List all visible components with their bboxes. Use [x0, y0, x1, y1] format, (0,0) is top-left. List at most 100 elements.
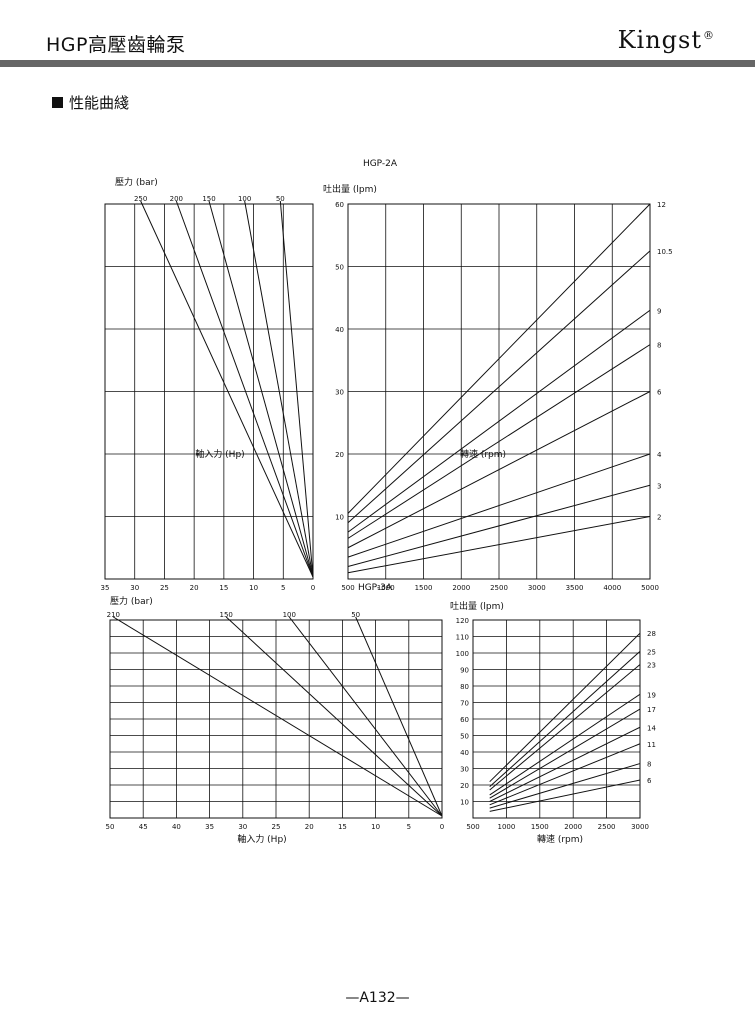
speed-tick-label: 3000 [631, 823, 649, 831]
pressure-line-100 [288, 616, 443, 817]
displacement-label: 10.5 [657, 248, 673, 256]
displacement-line-8 [489, 763, 641, 809]
power-axis-label: 軸入力 (Hp) [195, 448, 244, 460]
displacement-line-23 [489, 664, 641, 791]
pressure-line-250 [140, 200, 314, 578]
flow-tick-label: 80 [460, 683, 469, 691]
flow-tick-label: 30 [335, 389, 344, 397]
flow-tick-label: 60 [460, 716, 469, 724]
displacement-label: 8 [657, 342, 661, 350]
power-tick-label: 35 [101, 584, 110, 592]
power-tick-label: 45 [139, 823, 148, 831]
power-tick-label: 15 [219, 584, 228, 592]
power-tick-label: 10 [371, 823, 380, 831]
displacement-label: 9 [657, 307, 661, 315]
power-tick-label: 25 [272, 823, 281, 831]
flow-tick-label: 120 [456, 617, 469, 625]
speed-tick-label: 1000 [497, 823, 515, 831]
speed-tick-label: 1500 [531, 823, 549, 831]
bullet-square-icon [52, 97, 63, 108]
displacement-label: 8 [647, 761, 651, 769]
section-heading: 性能曲綫 [52, 92, 129, 113]
displacement-line-4 [347, 453, 651, 558]
power-tick-label: 20 [190, 584, 199, 592]
flow-axis-label: 吐出量 (lpm) [450, 600, 504, 612]
displacement-label: 28 [647, 630, 656, 638]
displacement-label: 19 [647, 691, 656, 699]
pressure-line-50 [355, 616, 443, 817]
speed-tick-label: 500 [341, 584, 354, 592]
speed-tick-label: 2000 [452, 584, 470, 592]
pressure-tick-label: 200 [170, 195, 183, 203]
pressure-tick-label: 50 [276, 195, 285, 203]
flow-tick-label: 20 [460, 782, 469, 790]
displacement-label: 6 [647, 777, 652, 785]
brand-name: Kingst [617, 26, 702, 54]
pressure-tick-label: 100 [238, 195, 251, 203]
power-tick-label: 25 [160, 584, 169, 592]
displacement-label: 14 [647, 724, 656, 732]
power-axis-label: 軸入力 (Hp) [237, 833, 286, 845]
pressure-line-150 [225, 616, 443, 817]
pressure-tick-label: 210 [107, 611, 120, 619]
flow-tick-label: 10 [460, 799, 469, 807]
flow-tick-label: 70 [460, 700, 469, 708]
flow-tick-label: 60 [335, 201, 344, 209]
speed-axis-label: 轉速 (rpm) [537, 833, 583, 845]
header-rule [0, 60, 755, 67]
power-tick-label: 50 [106, 823, 115, 831]
displacement-line-14 [489, 726, 641, 802]
pressure-tick-label: 50 [351, 611, 360, 619]
flow-tick-label: 40 [335, 326, 344, 334]
power-tick-label: 35 [205, 823, 214, 831]
speed-tick-label: 3500 [566, 584, 584, 592]
section-title: 性能曲綫 [69, 94, 130, 112]
displacement-label: 3 [657, 482, 661, 490]
displacement-line-25 [489, 650, 641, 788]
speed-tick-label: 2500 [598, 823, 616, 831]
displacement-label: 25 [647, 648, 656, 656]
flow-tick-label: 20 [335, 451, 344, 459]
displacement-line-2 [347, 516, 651, 574]
pressure-tick-label: 250 [134, 195, 147, 203]
power-tick-label: 0 [311, 584, 315, 592]
flow-tick-label: 50 [335, 264, 344, 272]
displacement-line-11 [489, 743, 641, 806]
pressure-axis-label: 壓力 (bar) [110, 595, 153, 607]
pressure-tick-label: 100 [283, 611, 296, 619]
pressure-line-210 [113, 616, 443, 817]
speed-tick-label: 2500 [490, 584, 508, 592]
displacement-line-10.5 [347, 250, 651, 524]
speed-tick-label: 4000 [603, 584, 621, 592]
power-tick-label: 5 [407, 823, 411, 831]
displacement-line-28 [489, 632, 641, 783]
displacement-label: 23 [647, 662, 656, 670]
speed-tick-label: 500 [466, 823, 479, 831]
pressure-line-150 [208, 200, 314, 578]
power-tick-label: 30 [238, 823, 247, 831]
displacement-line-17 [489, 708, 641, 799]
flow-tick-label: 90 [460, 667, 469, 675]
speed-tick-label: 1500 [415, 584, 433, 592]
speed-tick-label: 2000 [564, 823, 582, 831]
registered-mark: ® [703, 29, 715, 42]
displacement-line-6 [347, 391, 651, 549]
power-tick-label: 20 [305, 823, 314, 831]
power-tick-label: 30 [130, 584, 139, 592]
pressure-line-100 [244, 200, 314, 578]
flow-axis-label: 吐出量 (lpm) [323, 183, 377, 195]
speed-tick-label: 1000 [377, 584, 395, 592]
power-tick-label: 10 [249, 584, 258, 592]
displacement-line-9 [347, 309, 651, 533]
displacement-label: 12 [657, 201, 666, 209]
speed-tick-label: 3000 [528, 584, 546, 592]
displacement-label: 17 [647, 706, 656, 714]
displacement-label: 6 [657, 389, 662, 397]
displacement-label: 2 [657, 514, 661, 522]
displacement-line-8 [347, 344, 651, 539]
flow-tick-label: 50 [460, 733, 469, 741]
speed-axis-label: 轉速 (rpm) [460, 448, 506, 460]
flow-tick-label: 100 [456, 650, 469, 658]
